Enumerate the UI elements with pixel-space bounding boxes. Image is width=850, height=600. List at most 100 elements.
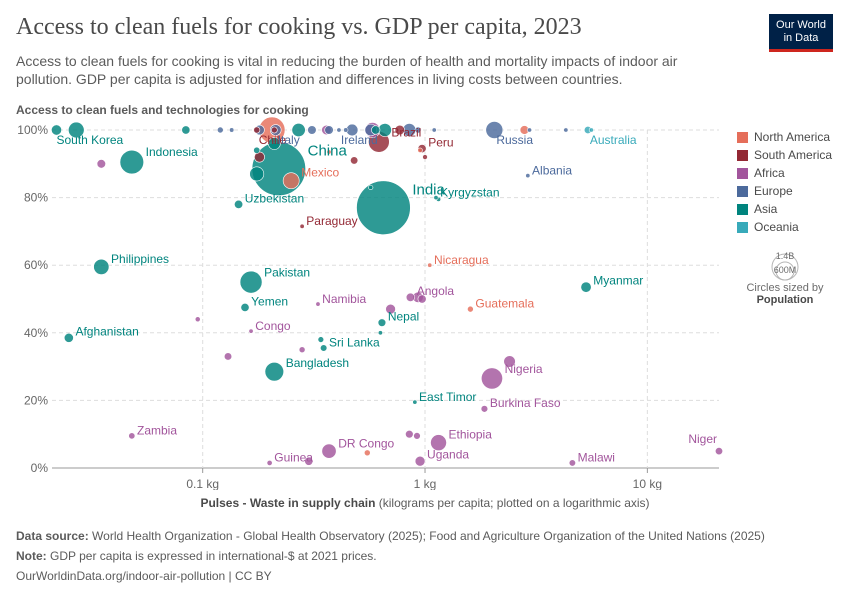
point-albania[interactable]	[525, 173, 531, 179]
point-ukraine[interactable]	[307, 125, 317, 135]
point-argentina[interactable]	[394, 124, 405, 136]
point-romania[interactable]	[414, 126, 422, 134]
point-nicaragua[interactable]	[427, 262, 433, 268]
point-tanzania[interactable]	[503, 355, 516, 368]
point-zambia[interactable]	[128, 432, 136, 440]
point-label: Nigeria	[505, 362, 543, 376]
point-kazakhstan[interactable]	[253, 146, 261, 154]
point-ghana[interactable]	[417, 294, 427, 304]
point-kyrgyzstan[interactable]	[433, 195, 439, 201]
point-malawi[interactable]	[568, 459, 576, 467]
point-niger[interactable]	[715, 447, 723, 456]
legend-item-south-america[interactable]: South America	[737, 146, 832, 164]
point-turkey[interactable]	[378, 123, 392, 137]
point-label: Afghanistan	[75, 325, 138, 339]
point-label: Ireland	[341, 133, 378, 147]
point-serbia[interactable]	[526, 127, 532, 133]
point-mali[interactable]	[413, 432, 421, 440]
point-bangladesh[interactable]	[264, 362, 284, 382]
point-russia[interactable]	[485, 121, 504, 139]
source-label: Data source:	[16, 529, 89, 543]
legend-item-africa[interactable]: Africa	[737, 164, 832, 182]
point-cuba[interactable]	[417, 147, 423, 153]
point-mexico[interactable]	[282, 172, 300, 190]
point-myanmar[interactable]	[580, 281, 592, 293]
point-ireland[interactable]	[336, 127, 342, 133]
point-sri-lanka[interactable]	[320, 344, 328, 352]
point-hungary[interactable]	[563, 127, 569, 133]
point-nepal[interactable]	[377, 318, 387, 327]
point-venezuela[interactable]	[350, 156, 359, 165]
point-ecuador[interactable]	[271, 126, 278, 134]
point-south-korea[interactable]	[51, 124, 62, 136]
logo-line-2: in Data	[783, 32, 819, 44]
x-tick-label: 0.1 kg	[186, 477, 219, 490]
point-cameroon[interactable]	[223, 352, 233, 361]
point-nigeria[interactable]	[481, 367, 503, 390]
point-poland[interactable]	[324, 125, 334, 135]
point-cambodia[interactable]	[317, 336, 325, 343]
point-guatemala[interactable]	[467, 305, 474, 313]
point-new-zealand[interactable]	[588, 127, 594, 133]
point-east-timor[interactable]	[412, 399, 418, 405]
legend-item-asia[interactable]: Asia	[737, 200, 832, 218]
point-indonesia[interactable]	[119, 149, 144, 175]
point-malaysia[interactable]	[181, 125, 191, 135]
point-congo[interactable]	[248, 328, 254, 334]
scatter-plot[interactable]: 0% 20% 40% 60% 80% 100% 0.1 kg 1 kg 10 kg South …	[0, 110, 850, 490]
point-iran[interactable]	[291, 122, 306, 138]
point-label: Malawi	[578, 450, 615, 464]
legend-label: Europe	[754, 184, 793, 198]
point-paraguay[interactable]	[299, 223, 305, 229]
point-label: Paraguay	[306, 214, 357, 228]
point-pakistan[interactable]	[239, 270, 263, 294]
point-namibia[interactable]	[315, 301, 321, 307]
note-text: GDP per capita is expressed in internati…	[46, 549, 377, 563]
point-thailand[interactable]	[267, 137, 281, 150]
point-burkina-faso[interactable]	[480, 405, 489, 413]
point-label: Australia	[590, 133, 637, 147]
point-guinea[interactable]	[266, 459, 273, 466]
point-netherlands[interactable]	[216, 126, 224, 134]
point-angola[interactable]	[405, 292, 416, 302]
point-uzbekistan[interactable]	[234, 199, 244, 209]
point-greece[interactable]	[229, 127, 235, 133]
point-yemen[interactable]	[240, 303, 250, 312]
point-vietnam[interactable]	[249, 166, 265, 182]
point-morocco[interactable]	[96, 159, 106, 169]
footer-url[interactable]: OurWorldinData.org/indoor-air-pollution …	[16, 569, 272, 583]
point-label: Albania	[532, 164, 572, 178]
legend-item-oceania[interactable]: Oceania	[737, 218, 832, 236]
point-saudi-arabia[interactable]	[371, 125, 381, 135]
point-laos[interactable]	[377, 330, 383, 336]
point-chile[interactable]	[253, 126, 261, 134]
point-label: Guatemala	[475, 297, 534, 311]
legend-item-north-america[interactable]: North America	[737, 128, 832, 146]
point-uganda[interactable]	[414, 455, 426, 467]
point-japan[interactable]	[68, 121, 85, 139]
point-sudan[interactable]	[385, 303, 396, 315]
point-india[interactable]	[356, 180, 411, 235]
legend-item-europe[interactable]: Europe	[737, 182, 832, 200]
point-madagascar[interactable]	[405, 430, 414, 439]
point-bolivia[interactable]	[422, 154, 428, 160]
point-guatemala2[interactable]	[326, 149, 332, 155]
point-ethiopia[interactable]	[430, 434, 447, 451]
owid-logo[interactable]: Our World in Data	[769, 14, 833, 52]
point-belarus[interactable]	[431, 127, 437, 133]
point-senegal[interactable]	[298, 346, 306, 354]
region-legend[interactable]: North America South America Africa Europe As…	[737, 128, 832, 236]
point-dr-congo[interactable]	[321, 443, 337, 459]
footer-note: Note: GDP per capita is expressed in int…	[16, 549, 377, 563]
point-benin[interactable]	[194, 316, 201, 323]
point-chad[interactable]	[363, 449, 371, 457]
point-label: Sri Lanka	[329, 335, 380, 349]
y-axis-label: Access to clean fuels and technologies f…	[16, 103, 309, 117]
point-mongolia[interactable]	[368, 184, 374, 190]
point-mozambique[interactable]	[304, 456, 314, 466]
point-afghanistan[interactable]	[63, 332, 74, 343]
point-philippines[interactable]	[93, 258, 110, 275]
point-sweden[interactable]	[343, 127, 349, 133]
y-tick-label: 40%	[24, 326, 48, 340]
